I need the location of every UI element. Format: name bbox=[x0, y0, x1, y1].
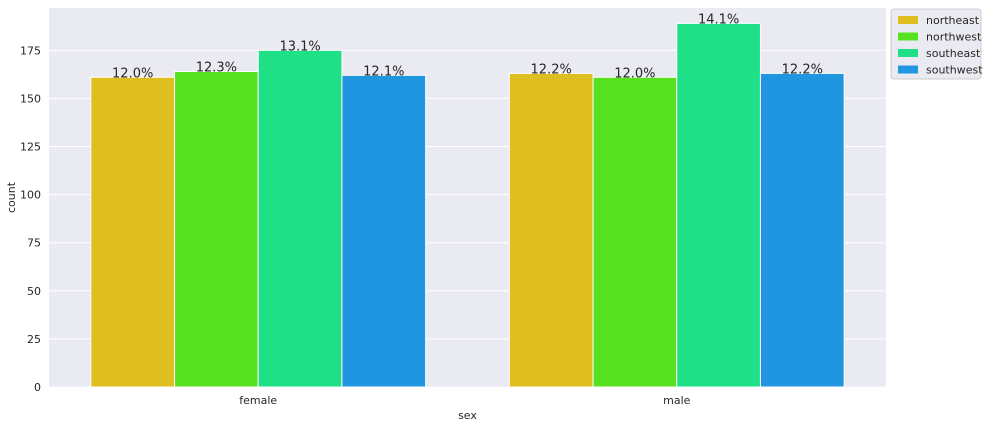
legend-label-southeast: southeast bbox=[926, 47, 981, 60]
bar-data-label: 12.2% bbox=[531, 62, 572, 77]
legend: northeast northwest southeast southwest bbox=[890, 8, 983, 80]
y-tick-label: 100 bbox=[20, 189, 41, 202]
y-tick-label: 0 bbox=[34, 381, 41, 394]
legend-swatch-northeast bbox=[898, 16, 918, 24]
y-tick-label: 25 bbox=[27, 333, 41, 346]
bar-data-label: 14.1% bbox=[698, 12, 739, 27]
legend-swatch-southeast bbox=[898, 49, 918, 57]
x-axis-title: sex bbox=[458, 409, 477, 422]
y-tick-label: 75 bbox=[27, 237, 41, 250]
legend-label-northwest: northwest bbox=[926, 31, 982, 44]
x-tick-label: female bbox=[239, 394, 277, 407]
bar-northwest-female bbox=[174, 70, 259, 388]
y-tick-label: 150 bbox=[20, 92, 41, 105]
bar-data-label: 12.1% bbox=[363, 64, 404, 79]
y-axis-ticks: 0 25 50 75 100 125 150 175 bbox=[20, 44, 41, 394]
bar-southeast-male bbox=[676, 22, 761, 388]
bar-southeast-female bbox=[257, 49, 343, 388]
y-tick-label: 125 bbox=[20, 141, 41, 154]
bar-southwest-male bbox=[759, 72, 845, 388]
legend-box bbox=[890, 8, 982, 80]
y-tick-label: 175 bbox=[20, 44, 41, 57]
x-axis-ticks: female male bbox=[239, 394, 690, 407]
bar-data-label: 12.3% bbox=[196, 60, 237, 75]
bar-data-label: 12.2% bbox=[782, 62, 823, 77]
bars bbox=[90, 22, 845, 388]
bar-northeast-female bbox=[90, 76, 176, 388]
bar-southwest-female bbox=[341, 74, 427, 388]
legend-swatch-southwest bbox=[898, 65, 918, 74]
bar-labels: 12.0% 12.3% 13.1% 12.1% 12.2% 12.0% 14.1% 12.2% bbox=[112, 12, 823, 81]
bar-data-label: 13.1% bbox=[279, 39, 320, 54]
bar-data-label: 12.0% bbox=[112, 66, 153, 81]
legend-label-southwest: southwest bbox=[926, 64, 983, 77]
x-tick-label: male bbox=[663, 394, 691, 407]
y-axis-title: count bbox=[5, 181, 18, 213]
legend-swatch-northwest bbox=[898, 32, 918, 41]
legend-label-northeast: northeast bbox=[926, 14, 980, 27]
bar-northeast-male bbox=[508, 72, 594, 388]
bar-data-label: 12.0% bbox=[614, 66, 655, 81]
bar-northwest-male bbox=[592, 76, 678, 388]
y-tick-label: 50 bbox=[27, 285, 41, 298]
